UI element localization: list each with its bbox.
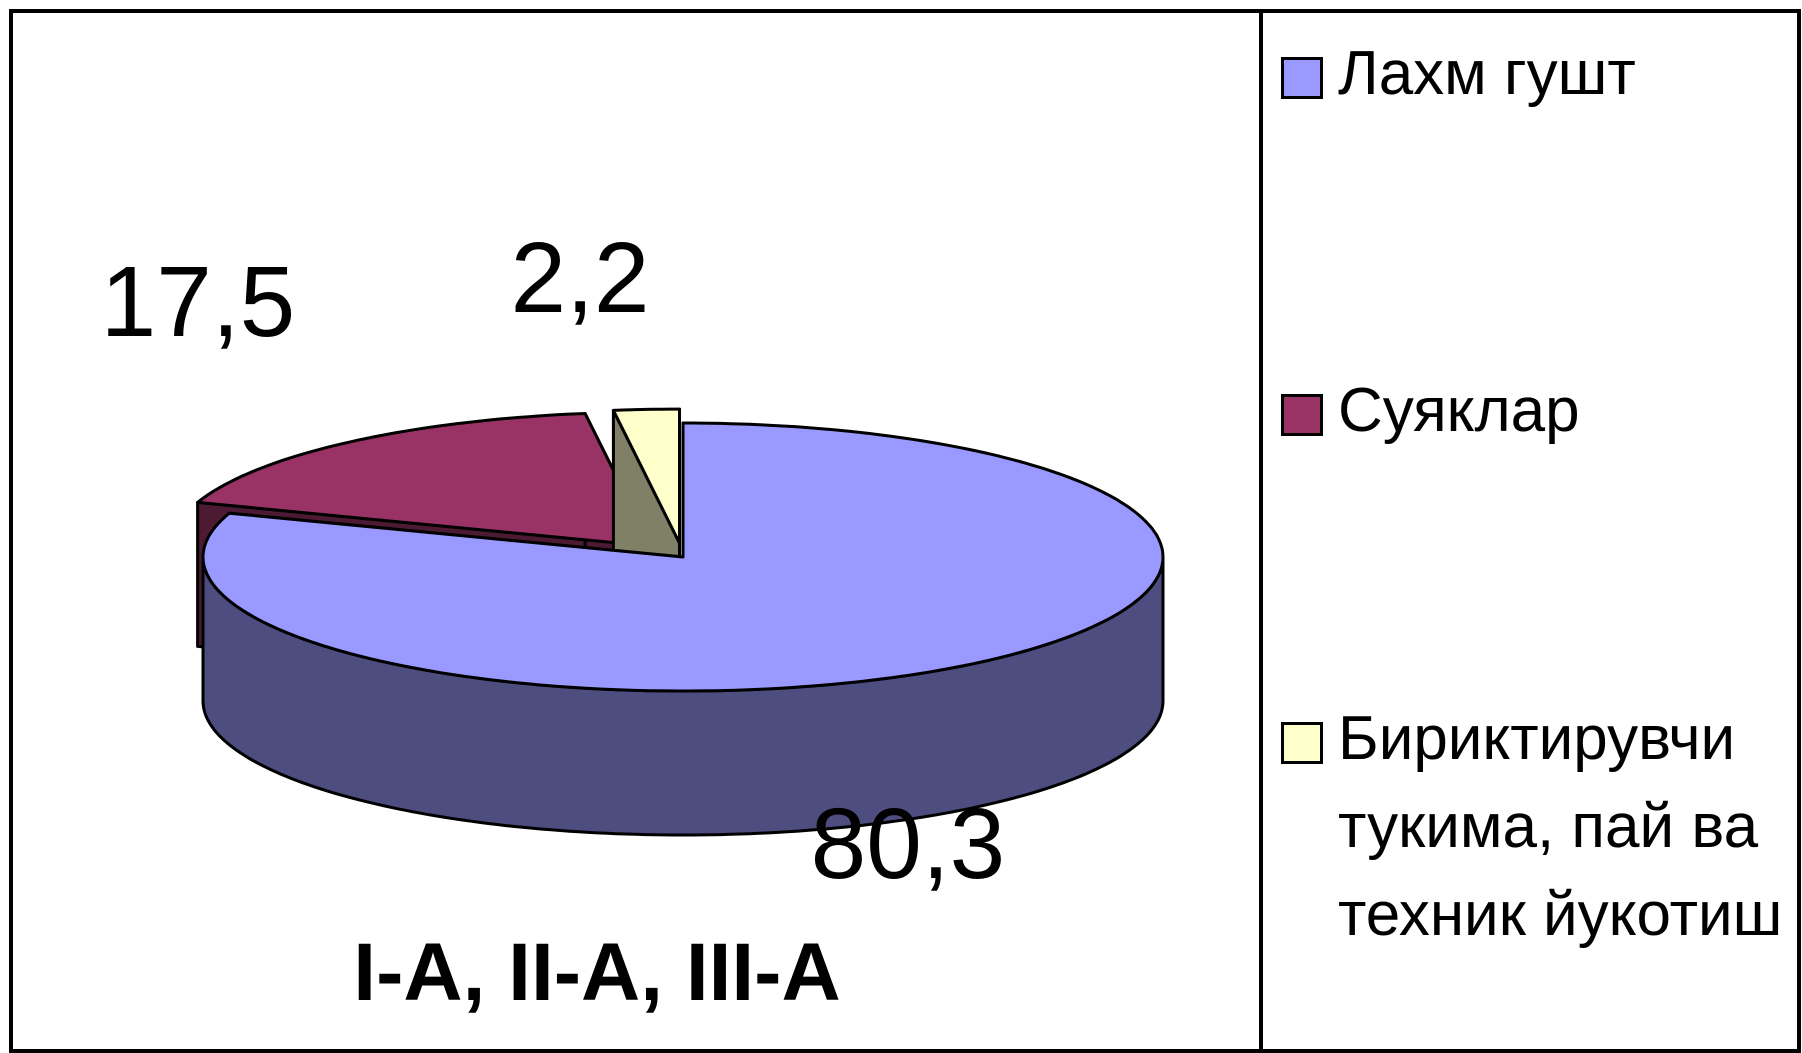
legend-swatch — [1281, 394, 1323, 436]
slice — [201, 421, 1165, 693]
legend-label: Бириктирувчи тукима, пай ва техник йукот… — [1338, 704, 1783, 949]
legend-label: Суяклар — [1338, 376, 1580, 445]
legend-swatch — [1281, 57, 1323, 99]
legend-swatch — [1281, 722, 1323, 764]
data-label: 17,5 — [101, 246, 296, 358]
legend-label: Лахм гушт — [1338, 39, 1636, 108]
frame — [9, 9, 1801, 1053]
chart-title: I-A, II-A, III-A — [353, 927, 840, 1018]
slice — [611, 407, 681, 545]
data-label: 2,2 — [510, 222, 649, 334]
slice — [196, 412, 653, 548]
data-label: 80,3 — [811, 788, 1006, 900]
